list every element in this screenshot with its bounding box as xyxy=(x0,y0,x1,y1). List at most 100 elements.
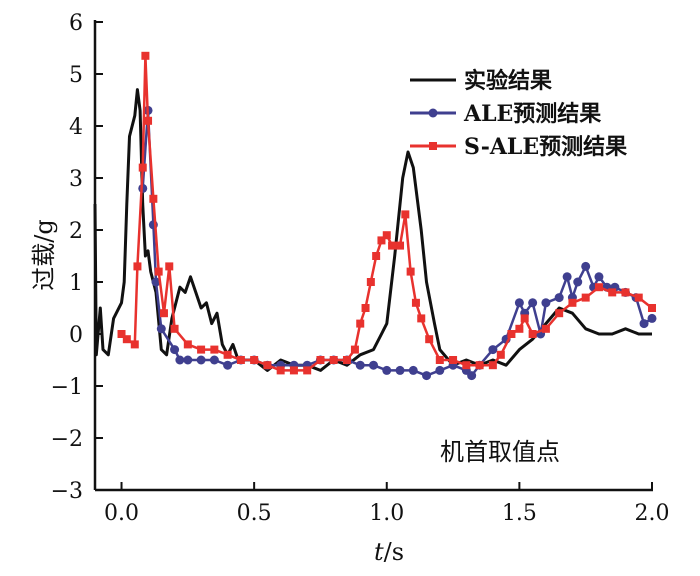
data-point-square xyxy=(366,278,375,286)
data-point-circle xyxy=(528,298,538,308)
y-tick-label: 2 xyxy=(69,219,83,244)
data-point-square xyxy=(210,345,219,354)
data-point-square xyxy=(634,293,643,302)
data-point-square xyxy=(276,366,285,375)
data-point-square xyxy=(507,330,516,338)
data-point-square xyxy=(165,262,174,271)
x-tick-label: 0.0 xyxy=(104,501,139,526)
data-point-square xyxy=(496,350,505,359)
y-tick-label: −3 xyxy=(51,479,83,504)
data-point-square xyxy=(250,356,259,364)
data-point-square xyxy=(608,288,617,297)
x-tick-label: 1.0 xyxy=(369,501,404,526)
data-point-square xyxy=(138,163,147,172)
data-point-square xyxy=(555,309,564,318)
data-point-circle xyxy=(183,355,193,365)
data-point-circle xyxy=(382,365,392,375)
data-point-circle xyxy=(594,272,604,282)
data-point-square xyxy=(406,267,415,276)
data-point-square xyxy=(159,309,168,318)
data-point-square xyxy=(411,298,420,307)
data-point-square xyxy=(568,298,577,307)
series-3 xyxy=(117,51,656,375)
data-point-circle xyxy=(209,355,219,365)
data-point-square xyxy=(435,356,444,364)
legend: 实验结果 ALE预测结果 S-ALE预测结果 xyxy=(410,68,627,160)
data-point-square xyxy=(329,356,338,364)
data-point-circle xyxy=(355,360,365,370)
x-axis-label: t/s xyxy=(374,538,404,566)
x-tick-label: 1.5 xyxy=(502,501,537,526)
data-point-square xyxy=(449,356,458,364)
data-point-square xyxy=(356,319,365,328)
data-point-circle xyxy=(562,272,572,282)
data-point-square xyxy=(183,340,192,349)
data-point-circle xyxy=(573,277,583,287)
data-point-square xyxy=(594,283,603,292)
data-point-square xyxy=(223,350,232,359)
data-point-square xyxy=(429,142,437,150)
data-point-square xyxy=(117,330,126,338)
data-point-square xyxy=(154,267,163,276)
data-point-square xyxy=(130,340,139,349)
data-point-circle xyxy=(151,277,161,287)
data-point-square xyxy=(515,324,524,333)
data-point-square xyxy=(581,293,590,302)
data-point-square xyxy=(401,210,410,219)
data-point-circle xyxy=(488,345,498,355)
series-line xyxy=(120,54,653,372)
data-point-square xyxy=(462,361,471,370)
legend-label: S-ALE预测结果 xyxy=(464,134,627,160)
annotation: 机首取值点 xyxy=(440,438,560,466)
data-point-square xyxy=(488,361,497,370)
data-point-square xyxy=(475,361,484,370)
data-point-circle xyxy=(408,365,418,375)
data-point-circle xyxy=(514,298,524,308)
x-axis-label-var: t xyxy=(374,538,384,566)
data-point-circle xyxy=(554,293,564,303)
data-point-square xyxy=(289,366,298,375)
data-point-square xyxy=(417,314,426,323)
data-point-square xyxy=(133,262,142,271)
series-layer xyxy=(93,51,657,381)
data-point-square xyxy=(361,304,370,312)
data-point-square xyxy=(528,330,537,338)
data-point-square xyxy=(197,345,206,354)
data-point-square xyxy=(350,345,359,354)
y-tick-label: 6 xyxy=(69,11,83,36)
data-point-square xyxy=(170,324,179,333)
legend-label: ALE预测结果 xyxy=(463,101,601,127)
data-point-circle xyxy=(170,345,180,355)
y-tick-label: 1 xyxy=(69,271,83,296)
data-point-square xyxy=(236,356,245,364)
series-1 xyxy=(93,88,652,372)
data-point-square xyxy=(316,356,325,364)
data-point-square xyxy=(144,116,153,125)
series-line xyxy=(93,88,652,372)
data-point-circle xyxy=(196,355,206,365)
data-point-square xyxy=(382,231,391,240)
data-point-circle xyxy=(639,319,649,329)
data-point-circle xyxy=(223,360,233,370)
data-point-circle xyxy=(647,313,657,323)
data-point-square xyxy=(303,366,312,375)
y-axis-label: 过载/g xyxy=(30,219,58,290)
data-point-square xyxy=(377,236,386,245)
data-point-square xyxy=(396,241,405,250)
data-point-square xyxy=(388,241,397,250)
axes: −3 −2 −1 0 1 2 3 4 5 6 0.0 0.5 1.0 1.5 2.0 xyxy=(51,11,670,526)
data-point-square xyxy=(141,51,150,60)
data-point-circle xyxy=(395,365,405,375)
data-point-square xyxy=(520,314,529,323)
data-point-square xyxy=(263,361,272,370)
data-point-square xyxy=(122,335,131,344)
data-point-square xyxy=(372,252,381,260)
y-tick-label: −2 xyxy=(51,427,83,452)
data-point-circle xyxy=(581,261,591,271)
y-tick-label: 3 xyxy=(69,167,83,192)
y-tick-label: −1 xyxy=(51,375,83,400)
x-tick-label: 2.0 xyxy=(635,501,670,526)
data-point-circle xyxy=(435,365,445,375)
data-point-circle xyxy=(175,355,185,365)
